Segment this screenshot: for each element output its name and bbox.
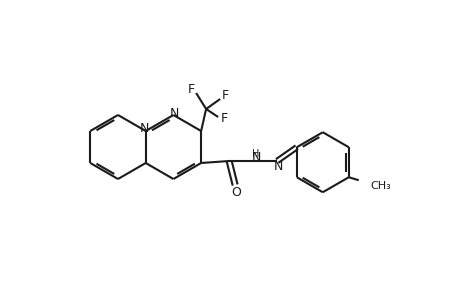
Text: N: N <box>273 160 282 172</box>
Text: F: F <box>221 88 228 101</box>
Text: O: O <box>231 185 241 199</box>
Text: N: N <box>251 151 260 164</box>
Text: CH₃: CH₃ <box>370 181 391 191</box>
Text: F: F <box>220 112 227 124</box>
Text: N: N <box>169 106 179 119</box>
Text: H: H <box>252 149 259 159</box>
Text: N: N <box>140 122 149 134</box>
Text: F: F <box>187 82 194 95</box>
